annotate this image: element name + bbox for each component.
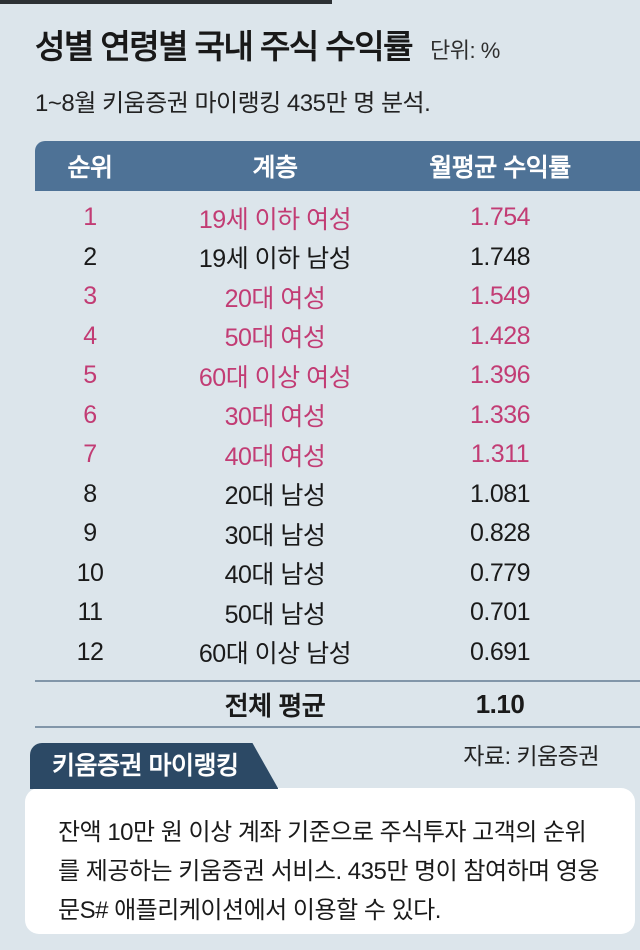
cell-stratum: 19세 이하 남성 [198, 245, 352, 274]
cell-return: 1.754 [469, 203, 531, 232]
cell-stratum: 40대 남성 [224, 561, 326, 590]
header-area: 성별 연령별 국내 주식 수익률 단위: % 1~8월 키움증권 마이랭킹 43… [0, 0, 640, 118]
page-title: 성별 연령별 국내 주식 수익률 [35, 28, 414, 65]
cell-rank: 10 [76, 558, 104, 587]
callout-text: 잔액 10만 원 이상 계좌 기준으로 주식투자 고객의 순위를 제공하는 키움… [58, 819, 600, 924]
col-header-rank: 순위 [67, 154, 113, 182]
title-line: 성별 연령별 국내 주식 수익률 단위: % [35, 20, 640, 68]
table-row: 11 50대 남성 0.701 [35, 593, 640, 633]
table-row: 10 40대 남성 0.779 [35, 554, 640, 594]
table-row: 9 30대 남성 0.828 [35, 514, 640, 554]
cell-stratum: 19세 이하 여성 [198, 205, 352, 234]
cell-rank: 7 [83, 440, 97, 469]
summary-label: 전체 평균 [224, 690, 326, 721]
cell-stratum: 30대 여성 [224, 403, 326, 432]
cell-stratum: 20대 남성 [224, 482, 326, 511]
cell-rank: 6 [83, 400, 97, 429]
cell-rank: 4 [83, 321, 97, 350]
col-header-stratum: 계층 [252, 154, 298, 182]
col-header-return: 월평균 수익률 [429, 154, 571, 182]
callout-badge: 키움증권 마이랭킹 [30, 743, 278, 789]
table-row: 6 30대 여성 1.336 [35, 396, 640, 436]
returns-table: 순위 계층 월평균 수익률 1 19세 이하 여성 1.754 2 19세 이하… [35, 141, 640, 728]
cell-stratum: 60대 이상 남성 [198, 640, 352, 669]
cell-return: 0.701 [469, 598, 531, 627]
table-row: 4 50대 여성 1.428 [35, 317, 640, 357]
cell-rank: 12 [76, 637, 104, 666]
cell-stratum: 50대 여성 [224, 324, 326, 353]
table-row: 5 60대 이상 여성 1.396 [35, 356, 640, 396]
cell-rank: 2 [83, 242, 97, 271]
table-row: 7 40대 여성 1.311 [35, 435, 640, 475]
table-row: 12 60대 이상 남성 0.691 [35, 633, 640, 673]
cell-rank: 9 [83, 519, 97, 548]
table-row: 1 19세 이하 여성 1.754 [35, 198, 640, 238]
page-subtitle: 1~8월 키움증권 마이랭킹 435만 명 분석. [35, 90, 431, 117]
cell-stratum: 40대 여성 [224, 442, 326, 471]
table-row: 3 20대 여성 1.549 [35, 277, 640, 317]
cell-return: 1.428 [469, 321, 531, 350]
cell-rank: 8 [83, 479, 97, 508]
cell-return: 0.691 [469, 637, 531, 666]
cell-rank: 11 [77, 598, 103, 627]
cell-stratum: 60대 이상 여성 [198, 363, 352, 392]
cell-rank: 5 [83, 361, 97, 390]
summary-row: 전체 평균 1.10 [35, 680, 640, 728]
cell-return: 1.396 [469, 361, 531, 390]
cell-return: 1.081 [469, 479, 531, 508]
callout-box: 잔액 10만 원 이상 계좌 기준으로 주식투자 고객의 순위를 제공하는 키움… [25, 788, 635, 934]
unit-label: 단위: % [430, 38, 500, 63]
cell-stratum: 50대 남성 [224, 600, 326, 629]
table-body: 1 19세 이하 여성 1.754 2 19세 이하 남성 1.748 3 20… [35, 198, 640, 672]
cell-stratum: 20대 여성 [224, 284, 326, 313]
cell-return: 1.549 [469, 282, 531, 311]
cell-return: 1.336 [469, 400, 531, 429]
cell-stratum: 30대 남성 [224, 521, 326, 550]
source-credit: 자료: 키움증권 [463, 743, 599, 769]
cell-return: 0.779 [469, 558, 531, 587]
table-row: 8 20대 남성 1.081 [35, 475, 640, 515]
summary-value: 1.10 [475, 688, 525, 719]
cell-return: 1.311 [470, 440, 530, 469]
table-row: 2 19세 이하 남성 1.748 [35, 238, 640, 278]
cell-rank: 1 [83, 203, 97, 232]
top-rule [0, 0, 332, 4]
cell-rank: 3 [83, 282, 97, 311]
cell-return: 0.828 [469, 519, 531, 548]
cell-return: 1.748 [469, 242, 531, 271]
table-header-row: 순위 계층 월평균 수익률 [35, 141, 640, 191]
